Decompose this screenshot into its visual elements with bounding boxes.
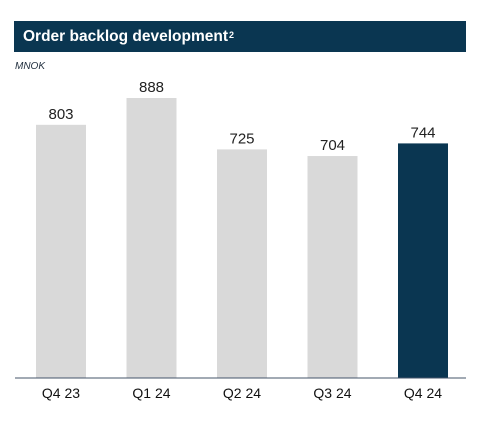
category-label: Q2 24: [223, 385, 261, 401]
value-label: 803: [48, 106, 73, 123]
category-label: Q4 23: [42, 385, 80, 401]
unit-label: MNOK: [15, 61, 45, 72]
bars-group: 803 Q4 23 888 Q1 24 725 Q2 24 704 Q3 24 744 Q4 24: [36, 79, 448, 401]
title-footnote-marker: 2: [229, 29, 235, 40]
value-label: 725: [229, 130, 254, 147]
bar-q1-24: [126, 98, 177, 378]
bar-q4-23: [36, 124, 86, 378]
value-label: 744: [410, 124, 435, 141]
chart-title-bar: Order backlog development 2: [14, 21, 466, 52]
chart-title: Order backlog development: [23, 27, 228, 45]
category-label: Q1 24: [132, 385, 170, 401]
bar-q3-24: [307, 156, 358, 378]
bar-q4-24: [398, 143, 448, 378]
category-label: Q4 24: [404, 385, 442, 401]
bar-q2-24: [217, 149, 267, 378]
value-label: 704: [320, 137, 345, 154]
category-label: Q3 24: [313, 385, 351, 401]
value-label: 888: [139, 79, 164, 96]
